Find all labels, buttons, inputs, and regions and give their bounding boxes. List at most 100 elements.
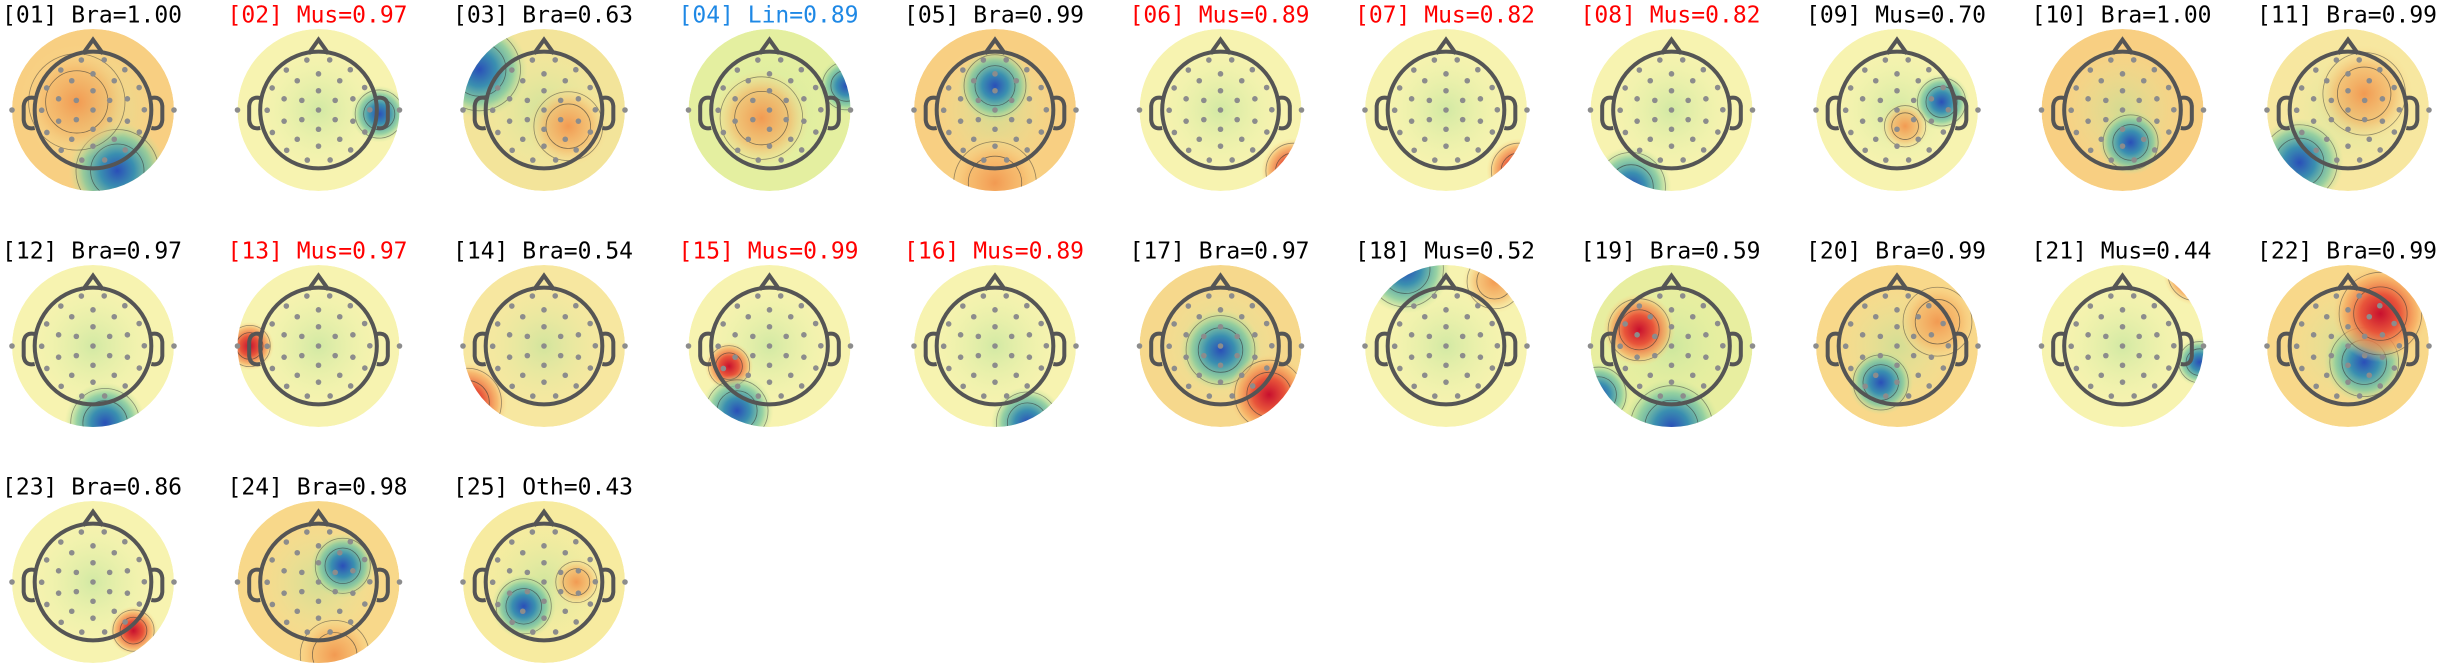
electrode [1915,136,1922,143]
ear [1729,331,1743,367]
electrode [1201,352,1207,359]
electrode [1217,307,1224,313]
electrode [124,590,131,596]
electrode [2087,67,2094,73]
ear [1503,331,1518,367]
contour [463,367,502,427]
ear [2276,95,2291,131]
electrode [336,608,343,615]
electrode [992,71,998,77]
contour [1265,142,1302,191]
electrode [1894,71,1900,77]
electrode [766,307,773,313]
electrode [1928,332,1935,338]
electrode [1238,136,1245,143]
electrode [1926,302,1932,309]
electrode [1443,379,1449,385]
electrode [911,343,917,349]
electrode [2356,57,2362,63]
map-blob [1228,354,1302,427]
head [483,285,605,407]
component: [13] Mus=0.97 [228,239,408,427]
electrode [1426,116,1433,123]
electrode [2310,96,2317,102]
electrode [281,118,287,124]
electrode [111,549,118,556]
electrode [1464,77,1471,84]
electrode [1689,313,1696,320]
electrode [1862,147,1868,154]
electrode [1894,379,1900,385]
electrode [1234,116,1240,123]
electrode [1685,333,1691,340]
electrode [1894,343,1900,349]
head [1836,285,1958,407]
ear [1374,331,1389,367]
electrode [68,313,75,320]
component: [25] Oth=0.43 [453,475,633,663]
electrode [2166,365,2172,371]
electrode [350,568,356,574]
electrode [2119,323,2126,330]
electrode [1136,107,1143,113]
electrode [1894,323,1900,330]
electrode [90,598,96,605]
electrode [78,293,85,299]
electrode [111,136,118,143]
contour [2102,114,2159,171]
electrode [1073,107,1079,113]
component-label: [15] Mus=0.99 [679,239,859,265]
topomap [1365,29,1527,191]
electrode [2108,393,2115,399]
electrode [766,107,773,113]
electrode [1217,379,1224,385]
electrode [2345,379,2351,385]
electrode [1668,71,1675,77]
electrode [1882,293,1889,299]
electrode [304,157,311,163]
map-blob [946,134,1044,191]
electrode [1464,313,1471,320]
electrode [1411,303,1417,309]
electrode [509,147,515,154]
electrode [2366,313,2373,320]
head [2062,285,2183,407]
electrode [122,619,128,625]
electrode [304,293,310,299]
electrode [2345,323,2351,330]
electrode [1700,302,1707,309]
electrode [587,365,594,371]
electrode [90,343,96,349]
electrode [778,393,784,399]
electrode [336,549,343,556]
electrode [2361,352,2368,359]
component-label: [21] Mus=0.44 [2032,239,2212,265]
electrode [9,343,15,349]
electrode [2119,379,2126,385]
electrode [9,107,15,113]
electrode [1915,77,1922,84]
contour [237,324,271,368]
electrode [992,379,998,385]
electrode [1026,96,1033,102]
electrode [2140,313,2147,320]
electrode [495,601,501,608]
electrode [524,333,531,340]
electrode [960,383,966,390]
electrode [1910,352,1917,359]
electrode [541,579,547,585]
electrode [541,71,547,77]
ear [1729,95,1743,131]
electrode [2103,97,2109,104]
electrode [506,96,513,102]
electrode [622,579,628,585]
electrode [1426,97,1433,104]
electrode [55,354,62,360]
electrode [2345,71,2351,77]
head [483,49,605,171]
electrode [1043,342,1050,349]
electrode [2379,96,2386,102]
electrode [2154,96,2160,102]
electrode [2334,157,2340,163]
electrode [975,352,982,359]
